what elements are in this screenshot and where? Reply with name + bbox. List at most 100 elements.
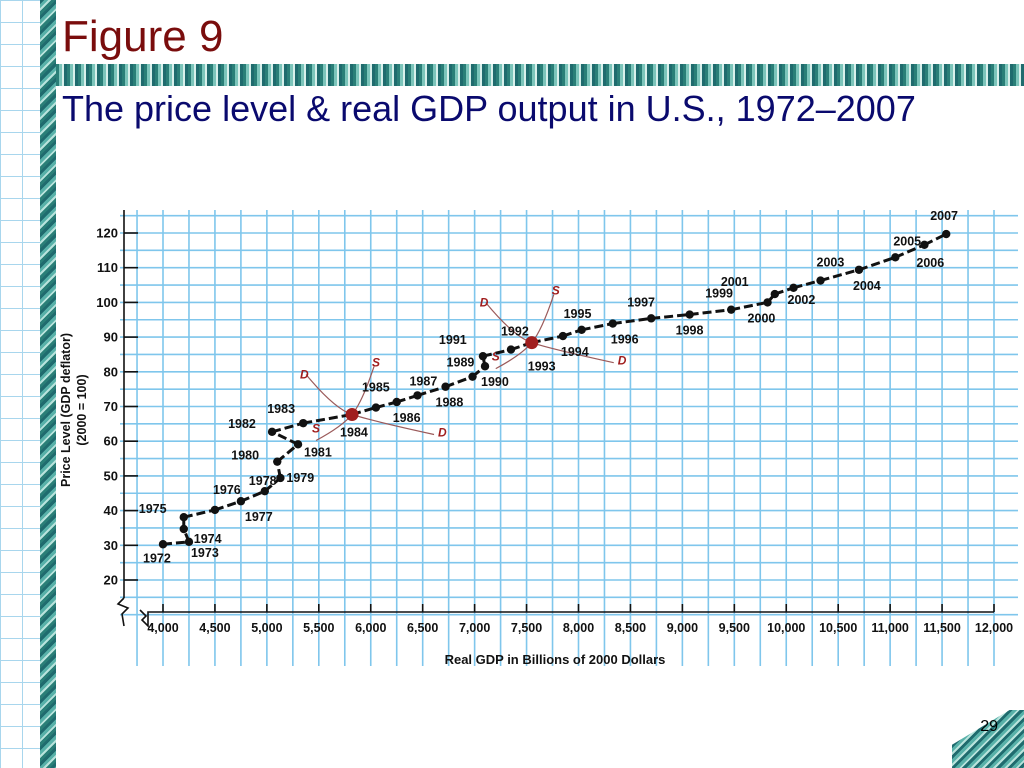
x-tick-label: 6,500 (407, 621, 438, 635)
data-point (267, 427, 277, 437)
data-point (816, 276, 825, 285)
year-label: 1990 (481, 375, 509, 389)
bottom-area (56, 676, 1024, 768)
year-label: 1979 (286, 471, 314, 485)
data-point (260, 486, 269, 496)
data-line-segment (276, 443, 299, 463)
year-label: 1975 (139, 502, 167, 516)
y-axis-break (116, 597, 130, 627)
data-line-segment (820, 268, 860, 282)
data-point (763, 298, 772, 307)
y-axis-label: Price Level (GDP deflator) (59, 333, 73, 487)
year-label: 1982 (228, 417, 256, 431)
x-tick-label: 12,000 (975, 621, 1013, 635)
year-label: 2004 (853, 279, 881, 293)
data-line-segment (689, 308, 732, 317)
year-label: 1980 (231, 449, 259, 463)
left-decorative-stripe (40, 0, 56, 768)
x-tick-label: 11,000 (871, 621, 909, 635)
title-area (56, 0, 1024, 64)
data-point (608, 319, 617, 328)
x-tick-label: 10,000 (767, 621, 805, 635)
price-level-gdp-chart: 20 30 40 50 60 70 80 90 100 110 120 4,000 4,500 5,000… (56, 196, 1024, 676)
data-line-segment (858, 255, 896, 272)
data-line-segment (271, 421, 304, 434)
data-point (726, 305, 736, 314)
y-tick-label: 50 (104, 468, 118, 483)
data-point (478, 351, 488, 361)
data-point (276, 473, 285, 483)
year-label: 2005 (893, 234, 921, 248)
data-line-segment (271, 430, 299, 446)
data-point (273, 457, 282, 466)
data-line-segment (214, 499, 242, 512)
data-point (920, 240, 929, 249)
x-tick-label: 5,500 (303, 621, 334, 635)
year-label: 2001 (721, 275, 749, 289)
slide-title: Figure 9 (62, 12, 224, 61)
subtitle-area (56, 86, 1024, 196)
y-tick-label: 110 (97, 260, 118, 275)
equilibrium-point (525, 336, 539, 350)
year-label: 1989 (447, 356, 475, 370)
year-label: 1987 (409, 374, 437, 388)
year-label: 1991 (439, 333, 467, 347)
year-label: 1974 (194, 532, 222, 546)
year-label: 1976 (213, 483, 241, 497)
x-tick-label: 8,500 (615, 621, 646, 635)
data-line-segment (162, 540, 190, 546)
data-line-segment (793, 279, 821, 290)
x-tick-label: 7,000 (459, 621, 490, 635)
year-label: 1981 (304, 445, 332, 459)
data-point (371, 403, 381, 412)
data-line-segment (894, 243, 925, 259)
y-tick-label: 30 (104, 538, 118, 553)
year-label: 2000 (748, 311, 776, 325)
year-label: 1986 (393, 411, 421, 425)
data-point (685, 310, 694, 319)
data-point (179, 524, 188, 534)
data-line-segment (240, 489, 266, 503)
year-label: 1997 (627, 295, 655, 309)
x-tick-label: 9,000 (667, 621, 698, 635)
data-line-segment (581, 322, 614, 332)
chart-grid (120, 210, 1018, 666)
year-label: 1985 (362, 381, 390, 395)
year-label: 1994 (561, 345, 589, 359)
y-tick-label: 60 (104, 434, 118, 449)
y-tick-label: 80 (104, 364, 118, 379)
data-point (184, 537, 194, 547)
year-label: 1992 (501, 325, 529, 339)
x-tick-label: 9,500 (719, 621, 750, 635)
year-label: 2003 (817, 256, 845, 270)
page-number: 29 (980, 718, 998, 735)
demand-label: D (300, 367, 309, 381)
data-line-segment (730, 300, 768, 312)
year-label: 1996 (611, 333, 639, 347)
data-point (236, 497, 246, 506)
data-point (942, 229, 951, 239)
y-tick-label: 100 (96, 295, 118, 310)
data-point (558, 331, 568, 341)
x-tick-label: 11,500 (923, 621, 961, 635)
y-axis-label-2: (2000 = 100) (75, 374, 89, 445)
data-point (891, 253, 900, 262)
year-label: 1973 (191, 546, 219, 560)
x-tick-label: 10,500 (819, 621, 857, 635)
year-label: 1977 (245, 510, 273, 524)
data-line-segment (183, 508, 216, 519)
data-point (854, 265, 864, 274)
y-tick-label: 90 (104, 330, 118, 345)
data-points (158, 229, 951, 549)
x-tick-label: 7,500 (511, 621, 542, 635)
year-label: 1993 (528, 360, 556, 374)
demand-label: D (480, 296, 489, 310)
data-point (441, 382, 450, 391)
data-line-segment (482, 348, 512, 358)
year-label: 1978 (249, 474, 277, 488)
y-tick-label: 40 (104, 503, 118, 518)
data-point (506, 345, 516, 354)
year-label: 2007 (930, 209, 958, 223)
x-tick-label: 8,000 (563, 621, 594, 635)
